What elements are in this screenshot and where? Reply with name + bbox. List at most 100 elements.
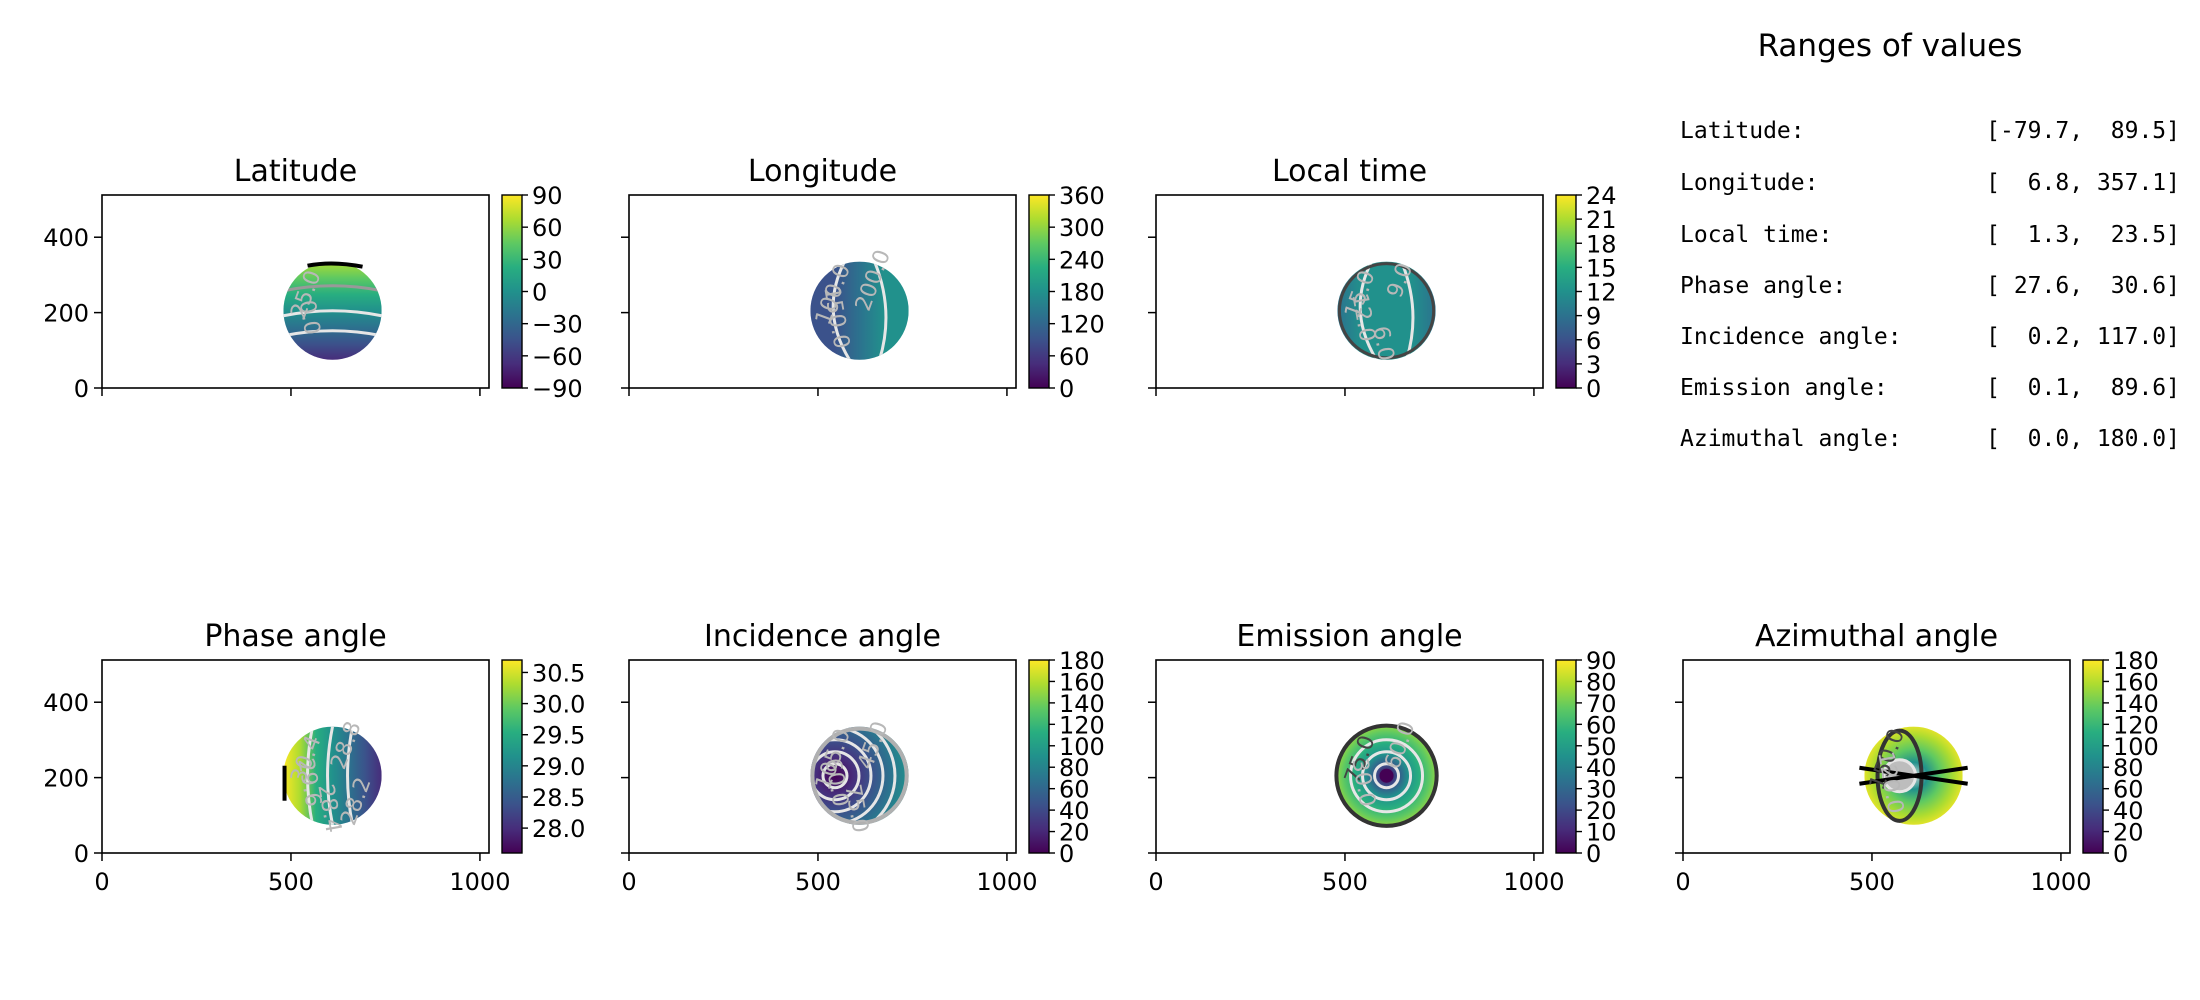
x-tick-label: 1000 [1503, 868, 1564, 896]
y-tick-label: 200 [43, 765, 89, 793]
x-tick-label: 500 [795, 868, 841, 896]
colorbar-tick-label: 24 [1586, 182, 1617, 210]
panels-group: Latitude25.00.00200400−90−60−300306090Lo… [43, 154, 2159, 896]
disk-fill [283, 726, 382, 825]
colorbar-tick-label: 60 [532, 214, 563, 242]
contour-label: 6.0 [1368, 324, 1399, 363]
range-value: [ 0.1, 89.6] [1986, 375, 2180, 401]
colorbar-tick-label: 120 [1059, 311, 1105, 339]
colorbar-tick-label: 40 [1586, 754, 1617, 782]
colorbar-tick-label: 70 [1586, 690, 1617, 718]
x-tick-label: 500 [268, 868, 314, 896]
range-value: [ 6.8, 357.1] [1986, 170, 2180, 196]
colorbar-tick-label: 20 [1586, 797, 1617, 825]
colorbar [1028, 659, 1050, 854]
disk-image [810, 261, 909, 360]
contour-line [1337, 262, 1436, 360]
colorbar-tick-label: 240 [1059, 246, 1105, 274]
range-label: Phase angle: [1680, 273, 1847, 299]
colorbar-tick-label: 0 [1059, 840, 1074, 868]
colorbar-tick-label: 21 [1586, 206, 1617, 234]
contour-line [326, 726, 335, 825]
colorbar-tick-label: 29.0 [532, 753, 585, 781]
contour-line [1334, 723, 1439, 828]
panel-longitude: Longitude100.0150.0200.00601201802403003… [621, 154, 1105, 403]
colorbar-tick-label: 29.5 [532, 722, 585, 750]
colorbar-tick-label: 28.5 [532, 784, 585, 812]
colorbar [1555, 659, 1577, 854]
colorbar-tick-label: 60 [1059, 776, 1090, 804]
panel-title: Azimuthal angle [1755, 619, 1998, 654]
colorbar-tick-label: 40 [2113, 797, 2144, 825]
range-label: Longitude: [1680, 170, 1819, 196]
colorbar-tick-label: 0 [1059, 375, 1074, 403]
colorbar-tick-label: 0 [1586, 375, 1601, 403]
contour-line [307, 261, 363, 269]
range-row-latitude: Latitude: [-79.7, 89.5] [1680, 118, 2180, 148]
colorbar-tick-label: 12 [1586, 279, 1617, 307]
colorbar-tick-label: 18 [1586, 230, 1617, 258]
y-tick-label: 400 [43, 689, 89, 717]
disk-image [1337, 726, 1436, 825]
contour-line [831, 261, 851, 360]
colorbar [501, 659, 523, 854]
colorbar-tick-label: 0 [1586, 840, 1601, 868]
colorbar-tick-label: 100 [2113, 733, 2159, 761]
colorbar-tick-label: 30.0 [532, 691, 585, 719]
colorbar-tick-label: 80 [1059, 754, 1090, 782]
range-value: [ 0.0, 180.0] [1986, 426, 2180, 452]
y-tick-label: 400 [43, 224, 89, 252]
contour-line [1373, 762, 1401, 790]
colorbar-tick-label: 30 [1586, 776, 1617, 804]
contour-line [283, 329, 382, 338]
colorbar-tick-label: 10 [1586, 819, 1617, 847]
range-value: [ 0.2, 117.0] [1986, 324, 2180, 350]
colorbar-tick-label: 300 [1059, 214, 1105, 242]
y-tick-label: 200 [43, 300, 89, 328]
colorbar-tick-label: −90 [532, 375, 583, 403]
colorbar-tick-label: 20 [1059, 819, 1090, 847]
ranges-title: Ranges of values [1757, 28, 2023, 64]
colorbar-tick-label: 90 [1586, 647, 1617, 675]
colorbar [2082, 659, 2104, 854]
axes-frame [1155, 194, 1544, 389]
contour-line [306, 726, 315, 825]
colorbar-tick-label: 60 [1059, 343, 1090, 371]
colorbar-tick-label: 9 [1586, 303, 1601, 331]
colorbar [501, 194, 523, 389]
colorbar-tick-label: 20 [2113, 819, 2144, 847]
colorbar-tick-label: 100 [1059, 733, 1105, 761]
x-tick-label: 1000 [976, 868, 1037, 896]
axes-frame [628, 194, 1017, 389]
panel-title: Phase angle [204, 619, 386, 654]
contour-label: 0.0 [294, 298, 325, 337]
contour-line [1361, 750, 1413, 802]
colorbar-tick-label: 120 [2113, 711, 2159, 739]
colorbar [1555, 194, 1577, 389]
colorbar-tick-label: 28.0 [532, 815, 585, 843]
disk-image [283, 726, 382, 825]
panel-title: Latitude [234, 154, 357, 189]
axes-frame [101, 194, 490, 389]
colorbar-tick-label: 180 [2113, 647, 2159, 675]
contour-line [346, 726, 355, 825]
colorbar-tick-label: −30 [532, 311, 583, 339]
contour-line [1358, 261, 1378, 360]
range-label: Incidence angle: [1680, 324, 1902, 350]
colorbar-tick-label: 160 [1059, 668, 1105, 696]
contour-line [1400, 261, 1415, 360]
colorbar-tick-label: 0 [2113, 840, 2128, 868]
panel-title: Emission angle [1236, 619, 1462, 654]
x-tick-label: 0 [1675, 868, 1690, 896]
colorbar-tick-label: −60 [532, 343, 583, 371]
colorbar-tick-label: 3 [1586, 351, 1601, 379]
colorbar-tick-label: 140 [1059, 690, 1105, 718]
axes-frame [101, 659, 490, 854]
